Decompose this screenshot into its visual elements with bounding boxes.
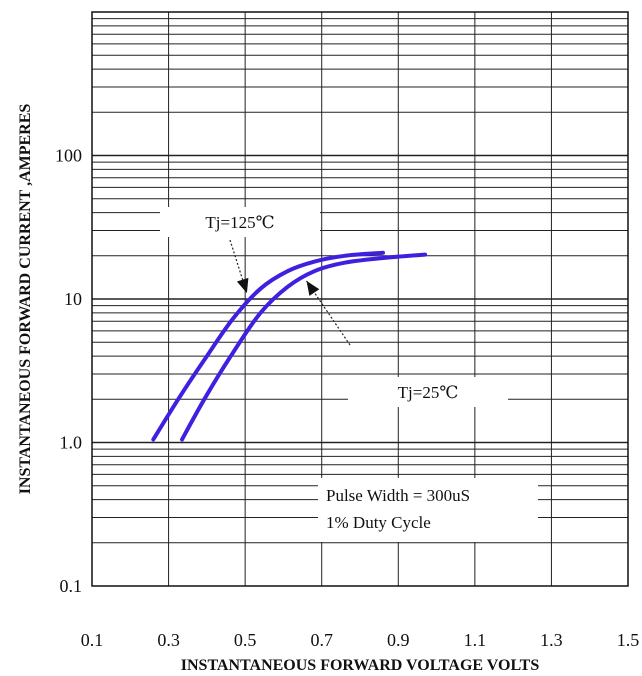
annotation-tj25: Tj=25℃ xyxy=(398,383,459,402)
series-line-0 xyxy=(151,250,385,442)
y-axis-title: INSTANTANEOUS FORWARD CURRENT ,AMPERES xyxy=(17,104,34,495)
x-tick-label: 1.1 xyxy=(464,630,487,650)
pulse-note-box xyxy=(318,478,538,542)
annotation-tj25-box xyxy=(348,377,508,407)
plot-frame xyxy=(91,11,629,587)
annotation-tj125-box xyxy=(160,207,320,237)
y-tick-labels: 0.1 1.0 10 100 xyxy=(55,146,82,597)
series-layer xyxy=(151,250,428,442)
annotation-tj125-leader xyxy=(229,239,248,294)
annotation-duty-cycle: 1% Duty Cycle xyxy=(326,513,431,532)
x-tick-label: 1.5 xyxy=(617,630,640,650)
x-tick-label: 0.9 xyxy=(387,630,410,650)
annotation-tj25-arrowhead xyxy=(306,280,320,296)
x-tick-label: 1.3 xyxy=(540,630,563,650)
series-line-1 xyxy=(180,252,428,442)
x-tick-label: 0.5 xyxy=(234,630,257,650)
y-tick-label: 0.1 xyxy=(60,576,83,596)
x-tick-label: 0.7 xyxy=(310,630,333,650)
y-tick-label: 1.0 xyxy=(60,433,83,453)
annotation-tj125-arrowhead xyxy=(236,277,249,294)
y-tick-label: 10 xyxy=(64,289,82,309)
annotation-tj125: Tj=125℃ xyxy=(205,213,274,232)
x-tick-label: 0.1 xyxy=(81,630,104,650)
x-axis-title: INSTANTANEOUS FORWARD VOLTAGE VOLTS xyxy=(181,657,540,674)
annotation-pulse-width: Pulse Width = 300uS xyxy=(326,486,470,505)
annotations: Tj=125℃ Tj=25℃ Pulse Width = 300uS 1% Duty … xyxy=(160,207,538,542)
y-tick-label: 100 xyxy=(55,146,82,166)
x-tick-labels: 0.1 0.3 0.5 0.7 0.9 1.1 1.3 1.5 xyxy=(81,630,640,650)
x-tick-label: 0.3 xyxy=(157,630,180,650)
